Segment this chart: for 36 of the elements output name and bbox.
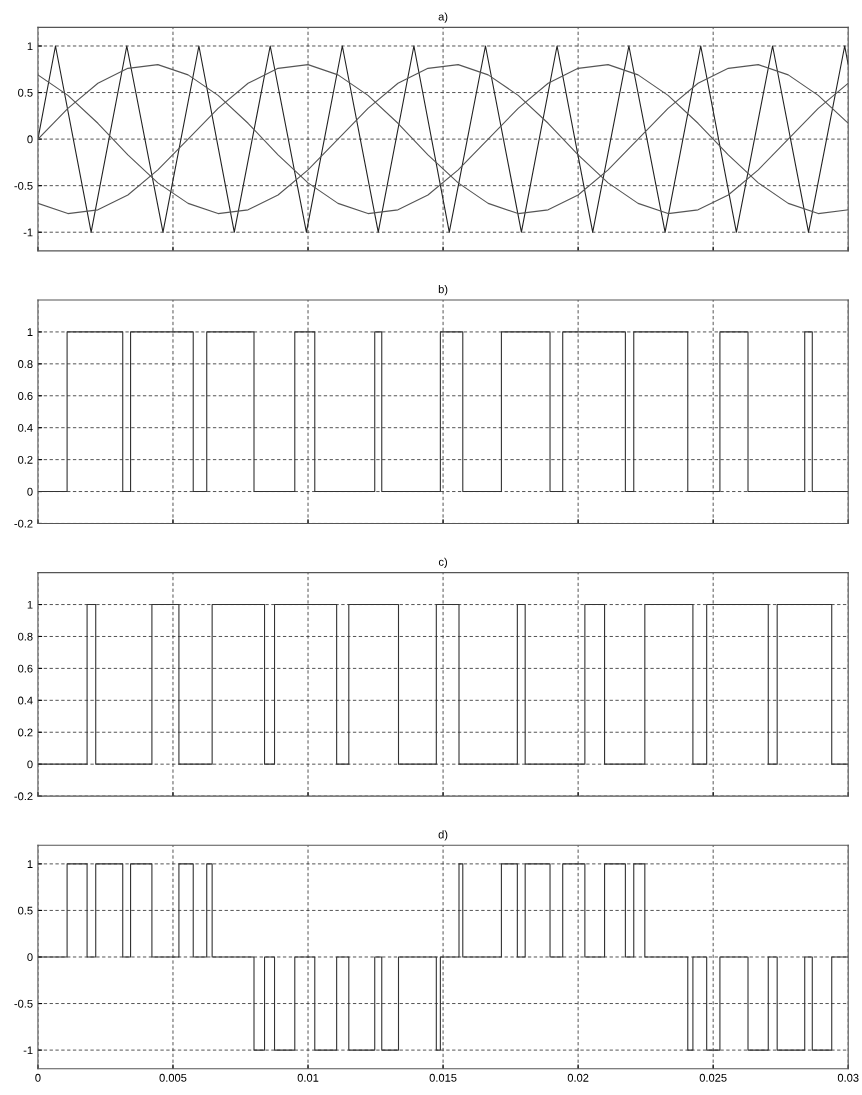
y-tick-label: 0.8 [18,632,33,641]
y-tick-label: 0.4 [18,696,33,705]
y-tick-label: -0.2 [14,792,33,801]
x-tick-label: 0.02 [567,1073,589,1082]
y-tick-label: 0.8 [18,360,33,368]
line-series [37,45,849,233]
y-tick-label: -0.5 [14,181,33,190]
y-tick-label: 0 [27,487,33,496]
y-tick-label: -0.5 [14,999,33,1008]
y-tick-label: 0.6 [18,664,33,673]
y-tick-label: 0.5 [18,906,33,915]
x-tick-label: 0.015 [429,1073,457,1082]
y-tick-label: -1 [23,1046,33,1055]
x-tick-label: 0.03 [837,1073,859,1082]
y-tick-label: -1 [23,228,33,237]
y-tick-label: 1 [27,42,33,51]
y-tick-label: 0.2 [18,455,33,464]
x-tick-label: 0.005 [159,1073,187,1082]
y-tick-label: 0.4 [18,423,33,432]
chart-title: a) [438,12,448,23]
y-tick-label: 0 [27,953,33,962]
y-tick-label: 1 [27,600,33,609]
y-tick-label: 1 [27,328,33,336]
y-tick-label: 1 [27,860,33,868]
chart-title: b) [438,285,448,296]
y-tick-label: 0.5 [18,88,33,97]
chart-title: c) [438,557,448,568]
x-tick-label: 0.025 [699,1073,727,1082]
y-tick-label: 0.6 [18,392,33,400]
chart-title: d) [438,830,448,841]
y-tick-label: -0.2 [14,519,33,528]
y-tick-label: 0 [27,135,33,144]
x-tick-label: 0.01 [297,1073,319,1082]
y-tick-label: 0 [27,760,33,769]
y-tick-label: 0.2 [18,728,33,737]
x-tick-label: 0 [35,1073,41,1082]
